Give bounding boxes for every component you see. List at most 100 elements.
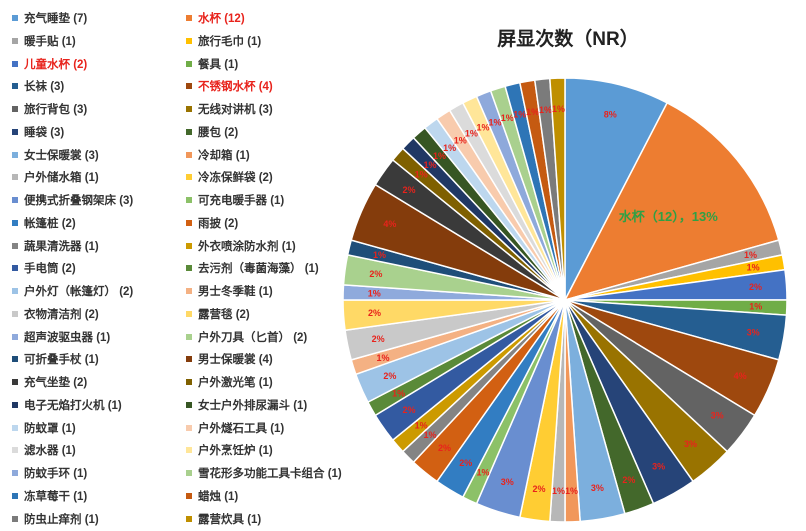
legend-label: 儿童水杯 (2) xyxy=(24,58,88,71)
legend-swatch xyxy=(186,379,192,385)
legend-item: 冷却箱 (1) xyxy=(186,144,250,166)
slice-percent-label: 1% xyxy=(744,250,757,260)
pie-slice xyxy=(564,77,669,301)
slice-percent-label: 3% xyxy=(652,461,665,471)
slice-percent-label: 1% xyxy=(488,117,501,127)
slice-percent-label: 1% xyxy=(501,113,514,123)
legend-item: 露营炊具 (1) xyxy=(186,508,261,530)
legend-item: 腰包 (2) xyxy=(186,121,238,143)
legend-item: 户外烹饪炉 (1) xyxy=(186,439,273,461)
legend-label: 防蚊手环 (1) xyxy=(24,468,88,480)
slice-percent-label: 1% xyxy=(368,289,381,299)
pie-slice xyxy=(549,77,566,301)
legend-item: 充气睡垫 (7) xyxy=(12,7,87,29)
legend-swatch xyxy=(186,470,192,476)
legend-swatch xyxy=(186,401,192,408)
legend-swatch xyxy=(12,106,18,112)
slice-percent-label: 1% xyxy=(565,486,578,496)
legend-swatch xyxy=(12,470,18,476)
slice-percent-label: 2% xyxy=(622,475,635,485)
slice-percent-label: 2% xyxy=(372,334,385,344)
legend-label: 露营炊具 (1) xyxy=(198,513,262,526)
legend-label: 户外燧石工具 (1) xyxy=(198,422,285,435)
legend-label: 衣物清洁剂 (2) xyxy=(24,308,99,321)
legend-item: 户外刀具（匕首） (2) xyxy=(186,326,307,348)
slice-percent-label: 1% xyxy=(415,170,428,180)
legend-label: 暖手贴 (1) xyxy=(24,35,76,48)
legend-item: 防蚊罩 (1) xyxy=(12,417,76,439)
legend-label: 便携式折叠钢架床 (3) xyxy=(24,195,134,207)
legend-label: 女士户外排尿漏斗 (1) xyxy=(198,399,308,412)
slice-percent-label: 1% xyxy=(454,135,467,145)
legend-item: 便携式折叠钢架床 (3) xyxy=(12,189,133,211)
slice-percent-label: 3% xyxy=(501,477,514,487)
slice-percent-label: 1% xyxy=(747,263,760,273)
legend-swatch xyxy=(186,37,192,44)
slice-percent-label: 2% xyxy=(532,484,545,494)
legend-item: 衣物清洁剂 (2) xyxy=(12,303,99,325)
legend-item: 蜡烛 (1) xyxy=(186,485,238,507)
legend-swatch xyxy=(12,219,18,226)
legend-item: 不锈钢水杯 (4) xyxy=(186,75,273,97)
legend-label: 户外激光笔 (1) xyxy=(198,377,273,389)
legend-label: 男士保暖裳 (4) xyxy=(198,354,273,367)
legend-swatch xyxy=(186,151,192,158)
legend-item: 户外燧石工具 (1) xyxy=(186,417,284,439)
legend-label: 滤水器 (1) xyxy=(24,445,76,458)
slice-percent-label: 1% xyxy=(552,104,565,114)
slice-percent-label: 1% xyxy=(465,129,478,139)
legend-label: 户外烹饪炉 (1) xyxy=(198,445,273,458)
legend-swatch xyxy=(12,265,18,272)
legend-swatch xyxy=(12,310,18,317)
legend-swatch xyxy=(12,151,18,158)
legend-label: 电子无焰打火机 (1) xyxy=(24,399,122,412)
legend-swatch xyxy=(186,515,192,522)
legend-swatch xyxy=(12,242,18,249)
legend-swatch xyxy=(12,174,18,181)
legend-swatch xyxy=(186,310,192,317)
legend-label: 旅行背包 (3) xyxy=(24,104,88,116)
legend-item: 防虫止痒剂 (1) xyxy=(12,508,99,530)
legend-swatch xyxy=(186,265,192,272)
legend-item: 睡袋 (3) xyxy=(12,121,64,143)
legend-label: 露营毯 (2) xyxy=(198,308,250,321)
legend-swatch xyxy=(186,242,192,249)
legend-item: 电子无焰打火机 (1) xyxy=(12,394,122,416)
slice-percent-label: 1% xyxy=(513,110,526,120)
legend-swatch xyxy=(186,447,192,454)
legend-swatch xyxy=(12,128,18,135)
legend-item: 雪花形多功能工具卡组合 (1) xyxy=(186,462,342,484)
legend-label: 户外灯（帐篷灯） (2) xyxy=(24,286,134,298)
slice-percent-label: 3% xyxy=(591,483,604,493)
legend-swatch xyxy=(12,515,18,522)
legend-item: 儿童水杯 (2) xyxy=(12,53,87,75)
legend-swatch xyxy=(12,83,18,90)
legend-item: 防蚊手环 (1) xyxy=(12,462,87,484)
legend-swatch xyxy=(186,219,192,226)
slice-percent-label: 2% xyxy=(438,443,451,453)
legend-item: 超声波驱虫器 (1) xyxy=(12,326,110,348)
legend-swatch xyxy=(12,288,18,294)
slice-percent-label: 4% xyxy=(383,219,396,229)
slice-percent-label: 1% xyxy=(376,353,389,363)
slice-percent-label: 4% xyxy=(734,371,747,381)
legend-swatch xyxy=(186,106,192,112)
slice-percent-label: 1% xyxy=(423,430,436,440)
legend-swatch xyxy=(186,83,192,90)
slice-percent-label: 2% xyxy=(749,282,762,292)
legend-item: 无线对讲机 (3) xyxy=(186,98,273,120)
legend-item: 去污剂（毒菌海藻） (1) xyxy=(186,257,319,279)
legend-swatch xyxy=(12,424,18,431)
legend-label: 睡袋 (3) xyxy=(24,126,65,139)
legend-item: 充气坐垫 (2) xyxy=(12,371,87,393)
legend-label: 可折叠手杖 (1) xyxy=(24,354,99,367)
legend-item: 旅行毛巾 (1) xyxy=(186,30,261,52)
legend-swatch xyxy=(186,424,192,431)
legend-item: 冷冻保鲜袋 (2) xyxy=(186,166,273,188)
slice-percent-label: 8% xyxy=(604,110,617,120)
legend-item: 旅行背包 (3) xyxy=(12,98,87,120)
pie-slice xyxy=(563,101,780,302)
slice-percent-label: 1% xyxy=(552,486,565,496)
legend-item: 男士保暖裳 (4) xyxy=(186,348,273,370)
